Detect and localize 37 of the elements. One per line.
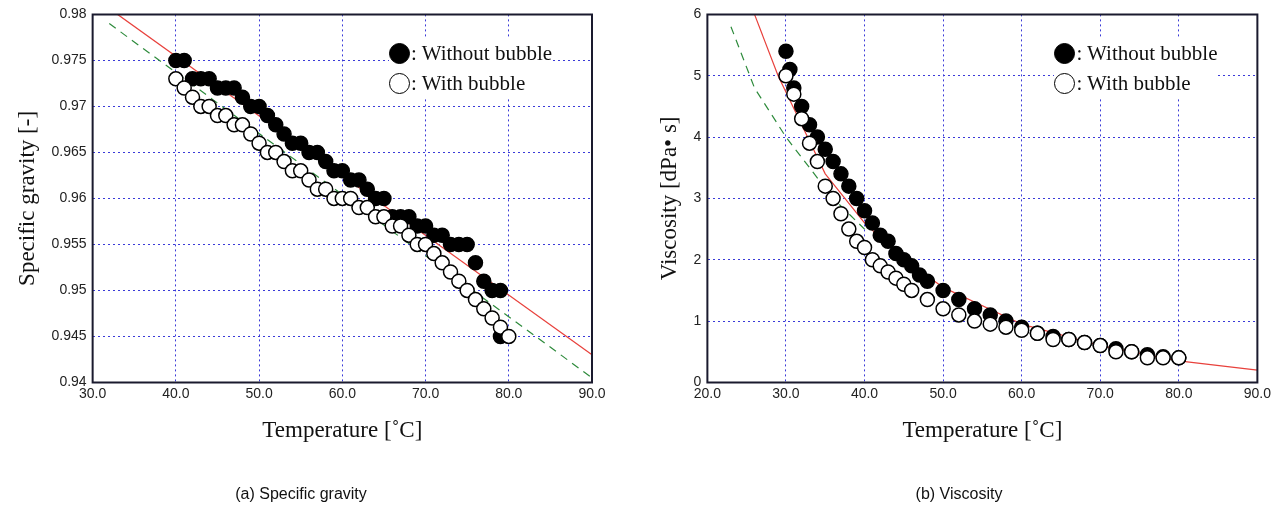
y-tick-label: 0.975	[51, 51, 87, 68]
legend-label: : With bubble	[1076, 70, 1191, 98]
y-tick-label: 3	[693, 189, 702, 206]
x-tick-label: 80.0	[1165, 384, 1193, 401]
x-tick-label: 80.0	[495, 384, 523, 401]
y-tick-label: 0.945	[51, 327, 87, 344]
x-tick-label: 70.0	[411, 384, 440, 401]
y-tick-label: 0.97	[59, 97, 87, 114]
y-axis-title: Viscosity [dPa• s]	[655, 116, 681, 281]
y-tick-label: 0.965	[51, 143, 87, 160]
legend-label: : With bubble	[411, 70, 526, 98]
x-tick-label: 90.0	[578, 384, 606, 401]
x-tick-label: 40.0	[162, 384, 190, 401]
y-tick-label: 2	[693, 250, 702, 267]
y-tick-label: 0.95	[59, 281, 87, 298]
x-tick-label: 50.0	[929, 384, 957, 401]
y-tick-label: 1	[693, 311, 702, 328]
x-tick-label: 60.0	[1008, 384, 1036, 401]
y-tick-label: 6	[693, 5, 702, 22]
x-tick-label: 40.0	[850, 384, 879, 401]
text: (b) Viscosity	[915, 484, 1003, 502]
y-tick-label: 5	[693, 66, 702, 83]
x-tick-label: 60.0	[328, 384, 357, 401]
x-axis-title: Temperature [˚C]	[262, 417, 423, 443]
y-tick-label: 0.955	[51, 235, 87, 252]
y-tick-label: 4	[693, 127, 702, 144]
y-axis-title: Specific gravity [-]	[13, 110, 39, 286]
x-tick-label: 50.0	[245, 384, 273, 401]
y-tick-label: 0.96	[59, 189, 87, 206]
y-tick-label: 0.98	[59, 5, 87, 22]
x-tick-label: 90.0	[1243, 384, 1272, 401]
x-tick-label: 30.0	[772, 384, 800, 401]
x-tick-label: 70.0	[1086, 384, 1115, 401]
legend-label: : Without bubble	[411, 40, 553, 68]
legend-label: : Without bubble	[1076, 40, 1218, 68]
x-axis-title: Temperature [˚C]	[902, 417, 1063, 443]
text: (a) Specific gravity	[235, 484, 367, 502]
